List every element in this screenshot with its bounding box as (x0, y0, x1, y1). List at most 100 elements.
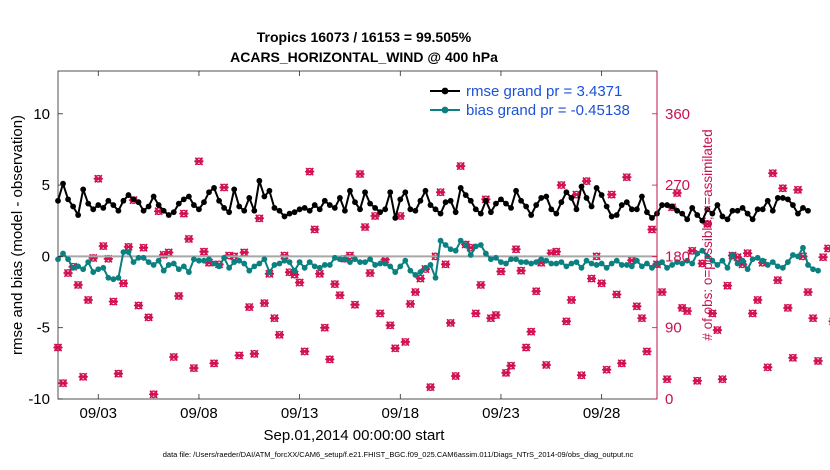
assimilated-marker (808, 314, 818, 323)
rmse-point (347, 187, 353, 194)
left-tick-label: -5 (37, 320, 50, 337)
bias-point (759, 257, 766, 264)
assimilated-marker (778, 184, 788, 193)
rmse-point (75, 212, 82, 218)
rmse-point (342, 207, 348, 214)
rmse-point (543, 193, 550, 200)
rmse-point (734, 207, 741, 214)
bias-point (397, 263, 404, 270)
rmse-point (759, 206, 766, 213)
bias-point (372, 262, 379, 268)
obs-count-marker (234, 351, 244, 360)
rmse-point (266, 187, 273, 194)
assimilated-marker (516, 266, 526, 275)
bias-point (236, 257, 243, 264)
rmse-point (638, 193, 645, 200)
obs-count-marker (581, 176, 592, 186)
obs-count-marker (622, 172, 632, 182)
rmse-point (321, 197, 328, 204)
bias-point (135, 254, 142, 261)
obs-count-marker (58, 378, 68, 388)
assimilated-marker (350, 300, 360, 309)
rmse-point (367, 200, 373, 207)
obs-count-marker (476, 280, 486, 290)
bias-point (60, 250, 66, 257)
bias-point (281, 257, 288, 264)
right-tick-label: 0 (665, 391, 673, 408)
bias-point (180, 263, 187, 270)
rmse-point (487, 209, 494, 216)
obs-count-marker (425, 382, 436, 392)
rmse-point (452, 209, 459, 216)
assimilated-marker (506, 361, 516, 370)
obs-count-marker (753, 295, 763, 305)
obs-count-marker (602, 365, 612, 374)
bias-point (296, 259, 303, 265)
rmse-point (216, 197, 222, 204)
rmse-point (90, 206, 97, 213)
bias-point (286, 259, 293, 265)
bias-point (447, 246, 454, 253)
bias-point (568, 260, 575, 267)
assimilated-marker (586, 274, 597, 283)
rmse-point (437, 210, 444, 217)
rmse-point (135, 199, 142, 206)
bias-point (417, 269, 424, 275)
assimilated-marker (773, 275, 783, 285)
obs-count-marker (73, 280, 83, 290)
rmse-point (744, 210, 751, 217)
bias-point (749, 256, 756, 263)
bias-point (105, 274, 112, 281)
obs-count-marker (707, 309, 717, 318)
obs-count-marker (662, 375, 672, 384)
assimilated-marker (541, 360, 551, 370)
bias-point (377, 260, 384, 267)
bias-point (241, 260, 248, 267)
bias-point (588, 260, 595, 267)
assimilated-marker (169, 352, 179, 362)
bias-point (487, 256, 494, 263)
bias-point (70, 264, 77, 271)
rmse-point (472, 206, 479, 213)
obs-count-marker (531, 287, 541, 296)
assimilated-marker (194, 157, 204, 166)
rmse-point (593, 185, 600, 191)
obs-count-marker (63, 268, 73, 278)
assimilated-marker (249, 349, 259, 359)
obs-count-marker (164, 248, 174, 257)
rmse-point (392, 214, 399, 221)
bias-point (306, 259, 313, 265)
rmse-point (477, 210, 484, 217)
rmse-point (548, 206, 555, 213)
rmse-point (357, 206, 363, 213)
footer-data-file: data file: /Users/raeder/DAI/ATM_forcXX/… (163, 450, 634, 459)
left-tick-label: 0 (42, 248, 50, 265)
assimilated-marker (632, 302, 642, 311)
rmse-point (170, 209, 177, 216)
assimilated-marker (561, 317, 571, 326)
rmse-point (553, 210, 560, 217)
assimilated-marker (113, 369, 124, 378)
bias-point (130, 259, 137, 265)
rmse-point (573, 206, 580, 213)
rmse-point (533, 202, 540, 208)
rmse-point (281, 213, 288, 220)
assimilated-marker (400, 337, 410, 347)
obs-count-marker (108, 297, 118, 306)
rmse-point (784, 196, 791, 203)
rmse-point (790, 202, 796, 208)
rmse-point (528, 212, 535, 218)
rmse-point (382, 206, 389, 213)
bias-point (231, 259, 238, 265)
assimilated-marker (425, 382, 436, 392)
rmse-point (331, 205, 338, 211)
obs-count-marker (385, 321, 395, 330)
rmse-point (276, 207, 283, 214)
assimilated-marker (722, 281, 733, 290)
rmse-point (402, 189, 409, 196)
obs-count-marker (415, 274, 426, 283)
bias-point (55, 256, 61, 263)
bias-point (457, 237, 464, 244)
obs-count-marker (174, 291, 184, 301)
bias-point (125, 249, 132, 256)
